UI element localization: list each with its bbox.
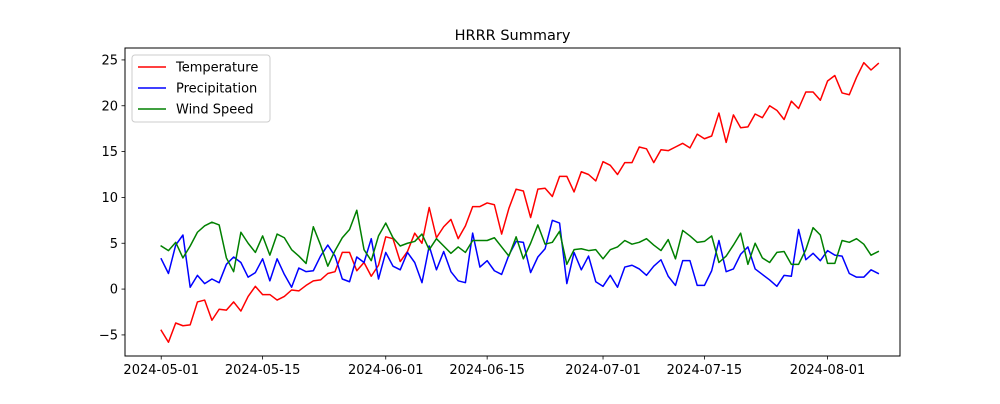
plot-area-frame [124, 47, 901, 357]
x-tick-label: 2024-07-01 [565, 363, 641, 378]
y-tick-label: 5 [110, 237, 118, 252]
x-tick-label: 2024-07-15 [667, 363, 743, 378]
series-layer [160, 61, 880, 343]
x-tick-label: 2024-08-01 [790, 363, 866, 378]
series-line-precipitation [160, 219, 880, 288]
legend-label-precipitation: Precipitation [176, 82, 257, 97]
series-line-wind-speed [160, 209, 880, 273]
y-tick-label: 0 [110, 283, 118, 298]
x-axis: 2024-05-01 2024-05-15 2024-06-01 2024-06-15… [123, 356, 865, 378]
legend-label-temperature: Temperature [175, 61, 258, 76]
x-tick-label: 2024-05-15 [225, 363, 301, 378]
series-line-temperature [160, 61, 880, 343]
x-tick-label: 2024-06-01 [348, 363, 424, 378]
legend-box [131, 54, 271, 123]
y-tick-label: 10 [101, 191, 118, 206]
y-tick-label: 15 [101, 145, 118, 160]
y-axis: −5 0 5 10 15 20 25 [99, 53, 125, 343]
y-tick-label: 25 [101, 53, 118, 68]
chart-title: HRRR Summary [455, 28, 571, 44]
y-tick-label: −5 [99, 328, 118, 343]
x-tick-label: 2024-05-01 [123, 363, 199, 378]
y-tick-label: 20 [101, 99, 118, 114]
legend: Temperature Precipitation Wind Speed [131, 54, 271, 123]
legend-label-wind-speed: Wind Speed [176, 103, 254, 118]
x-tick-label: 2024-06-15 [449, 363, 525, 378]
